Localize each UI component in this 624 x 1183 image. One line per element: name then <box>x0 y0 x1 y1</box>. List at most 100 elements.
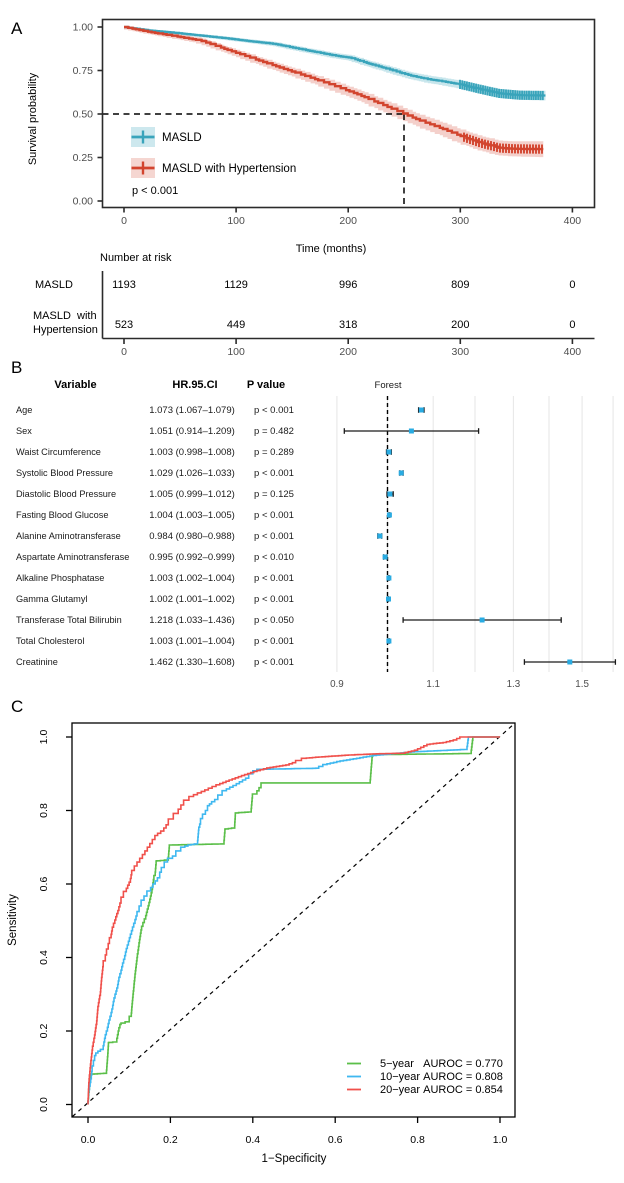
svg-text:Survival probability: Survival probability <box>27 72 39 165</box>
svg-text:0.2: 0.2 <box>163 1134 178 1146</box>
svg-text:449: 449 <box>227 319 245 331</box>
svg-text:1.00: 1.00 <box>73 22 94 34</box>
svg-text:p < 0.001: p < 0.001 <box>254 531 294 542</box>
svg-text:Alkaline Phosphatase: Alkaline Phosphatase <box>16 573 104 583</box>
svg-text:p < 0.010: p < 0.010 <box>254 552 294 563</box>
svg-text:Total Cholesterol: Total Cholesterol <box>16 636 84 646</box>
svg-text:1.0: 1.0 <box>493 1134 508 1146</box>
svg-text:1.1: 1.1 <box>426 679 440 690</box>
svg-text:1129: 1129 <box>224 279 248 291</box>
svg-text:1.029 (1.026–1.033): 1.029 (1.026–1.033) <box>149 468 235 479</box>
svg-text:1.003 (1.002–1.004): 1.003 (1.002–1.004) <box>149 573 235 584</box>
svg-text:0: 0 <box>121 346 127 358</box>
svg-text:0.8: 0.8 <box>38 803 50 818</box>
svg-text:0.6: 0.6 <box>328 1134 343 1146</box>
svg-text:1.3: 1.3 <box>507 679 521 690</box>
svg-text:996: 996 <box>339 279 357 291</box>
svg-text:p < 0.001: p < 0.001 <box>132 185 178 197</box>
svg-text:Diastolic Blood Pressure: Diastolic Blood Pressure <box>16 489 116 499</box>
svg-text:p < 0.001: p < 0.001 <box>254 405 294 416</box>
svg-text:0.0: 0.0 <box>38 1097 50 1112</box>
svg-text:100: 100 <box>227 346 245 358</box>
svg-text:p < 0.001: p < 0.001 <box>254 594 294 605</box>
svg-text:0: 0 <box>121 215 127 227</box>
svg-text:1.005 (0.999–1.012): 1.005 (0.999–1.012) <box>149 489 235 500</box>
svg-text:0.8: 0.8 <box>410 1134 425 1146</box>
svg-text:p < 0.001: p < 0.001 <box>254 657 294 668</box>
svg-text:MASLD with Hypertension: MASLD with Hypertension <box>162 163 296 175</box>
svg-text:10−year AUROC = 0.808: 10−year AUROC = 0.808 <box>380 1071 503 1083</box>
svg-text:200: 200 <box>339 215 357 227</box>
svg-text:MASLD: MASLD <box>35 279 73 291</box>
svg-text:p < 0.001: p < 0.001 <box>254 510 294 521</box>
svg-text:0.0: 0.0 <box>81 1134 96 1146</box>
svg-text:0.00: 0.00 <box>73 196 94 208</box>
svg-text:0.75: 0.75 <box>73 65 94 77</box>
svg-text:Creatinine: Creatinine <box>16 657 58 667</box>
svg-text:100: 100 <box>227 215 245 227</box>
svg-text:Number at risk: Number at risk <box>100 252 172 264</box>
svg-text:1.003 (1.001–1.004): 1.003 (1.001–1.004) <box>149 636 235 647</box>
svg-text:1193: 1193 <box>112 279 136 291</box>
svg-text:0: 0 <box>569 279 575 291</box>
svg-text:1.462 (1.330–1.608): 1.462 (1.330–1.608) <box>149 657 235 668</box>
svg-text:p < 0.050: p < 0.050 <box>254 615 294 626</box>
svg-text:HR.95.CI: HR.95.CI <box>172 379 217 391</box>
svg-text:Transferase Total Bilirubin: Transferase Total Bilirubin <box>16 615 122 625</box>
svg-text:1.0: 1.0 <box>38 730 50 745</box>
svg-text:1.218 (1.033–1.436): 1.218 (1.033–1.436) <box>149 615 235 626</box>
svg-text:300: 300 <box>452 215 470 227</box>
svg-text:200: 200 <box>451 319 469 331</box>
svg-text:Variable: Variable <box>54 379 96 391</box>
svg-text:1.5: 1.5 <box>575 679 589 690</box>
svg-text:Time (months): Time (months) <box>296 243 367 255</box>
svg-text:1.051 (0.914–1.209): 1.051 (0.914–1.209) <box>149 426 235 437</box>
svg-text:318: 318 <box>339 319 357 331</box>
svg-text:0: 0 <box>569 319 575 331</box>
svg-text:0.995 (0.992–0.999): 0.995 (0.992–0.999) <box>149 552 235 563</box>
svg-text:p < 0.001: p < 0.001 <box>254 573 294 584</box>
svg-text:0.50: 0.50 <box>73 109 94 121</box>
svg-text:0.6: 0.6 <box>38 877 50 892</box>
svg-text:Alanine Aminotransferase: Alanine Aminotransferase <box>16 531 121 541</box>
svg-text:P value: P value <box>247 379 285 391</box>
svg-text:Waist Circumference: Waist Circumference <box>16 447 101 457</box>
svg-text:20−year AUROC = 0.854: 20−year AUROC = 0.854 <box>380 1084 503 1096</box>
svg-text:p = 0.125: p = 0.125 <box>254 489 294 500</box>
svg-text:Sensitivity: Sensitivity <box>7 894 19 946</box>
svg-text:5−year AUROC = 0.770: 5−year AUROC = 0.770 <box>380 1058 503 1070</box>
svg-text:0.4: 0.4 <box>38 950 50 965</box>
svg-text:1−Specificity: 1−Specificity <box>262 1153 327 1165</box>
svg-text:Fasting Blood Glucose: Fasting Blood Glucose <box>16 510 108 520</box>
svg-text:Systolic Blood Pressure: Systolic Blood Pressure <box>16 468 113 478</box>
svg-text:Forest: Forest <box>375 380 402 391</box>
svg-text:p = 0.289: p = 0.289 <box>254 447 294 458</box>
svg-text:300: 300 <box>452 346 470 358</box>
svg-text:0.9: 0.9 <box>330 679 344 690</box>
svg-text:Aspartate Aminotransferase: Aspartate Aminotransferase <box>16 552 129 562</box>
svg-text:1.004 (1.003–1.005): 1.004 (1.003–1.005) <box>149 510 235 521</box>
svg-text:1.003 (0.998–1.008): 1.003 (0.998–1.008) <box>149 447 235 458</box>
svg-text:200: 200 <box>339 346 357 358</box>
svg-text:1.073 (1.067–1.079): 1.073 (1.067–1.079) <box>149 405 235 416</box>
svg-text:0.4: 0.4 <box>245 1134 260 1146</box>
svg-text:400: 400 <box>564 215 582 227</box>
svg-text:p < 0.001: p < 0.001 <box>254 636 294 647</box>
svg-text:809: 809 <box>451 279 469 291</box>
svg-text:B: B <box>11 358 22 377</box>
svg-text:MASLD with: MASLD with <box>33 310 97 322</box>
svg-text:0.984 (0.980–0.988): 0.984 (0.980–0.988) <box>149 531 235 542</box>
svg-text:0.25: 0.25 <box>73 152 94 164</box>
svg-text:A: A <box>11 19 23 38</box>
svg-text:523: 523 <box>115 319 133 331</box>
svg-text:Sex: Sex <box>16 426 32 436</box>
svg-text:Gamma Glutamyl: Gamma Glutamyl <box>16 594 87 604</box>
svg-text:0.2: 0.2 <box>38 1024 50 1039</box>
svg-text:Age: Age <box>16 405 32 415</box>
svg-text:p = 0.482: p = 0.482 <box>254 426 294 437</box>
svg-text:Hypertension: Hypertension <box>33 324 98 336</box>
svg-text:400: 400 <box>564 346 582 358</box>
svg-text:MASLD: MASLD <box>162 132 202 144</box>
svg-text:1.002 (1.001–1.002): 1.002 (1.001–1.002) <box>149 594 235 605</box>
svg-text:p < 0.001: p < 0.001 <box>254 468 294 479</box>
